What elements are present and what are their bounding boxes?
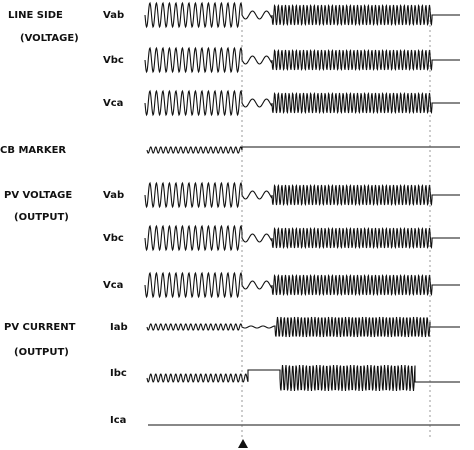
waveform [146, 146, 460, 154]
waveform [144, 89, 460, 117]
event-marker [238, 439, 248, 448]
channel-label: Vbc [103, 55, 124, 66]
waveform [146, 316, 460, 338]
waveform [144, 181, 460, 209]
group-label: LINE SIDE [8, 10, 63, 21]
group-sublabel: (OUTPUT) [14, 212, 69, 223]
group-sublabel: (OUTPUT) [14, 347, 69, 358]
waveform [144, 271, 460, 299]
channel-label: Vca [103, 280, 123, 291]
group-label: CB MARKER [0, 145, 66, 156]
group-label: PV CURRENT [4, 322, 76, 333]
channel-label: Vca [103, 98, 123, 109]
channel-label: Vbc [103, 233, 124, 244]
channel-label: Ica [110, 415, 126, 426]
waveform [146, 365, 460, 391]
waveform [144, 1, 460, 29]
group-label: PV VOLTAGE [4, 190, 72, 201]
channel-label: Iab [110, 322, 128, 333]
group-sublabel: (VOLTAGE) [20, 33, 79, 44]
channel-label: Ibc [110, 368, 127, 379]
channel-label: Vab [103, 10, 124, 21]
waveform [144, 224, 460, 252]
waveform [144, 46, 460, 74]
channel-label: Vab [103, 190, 124, 201]
